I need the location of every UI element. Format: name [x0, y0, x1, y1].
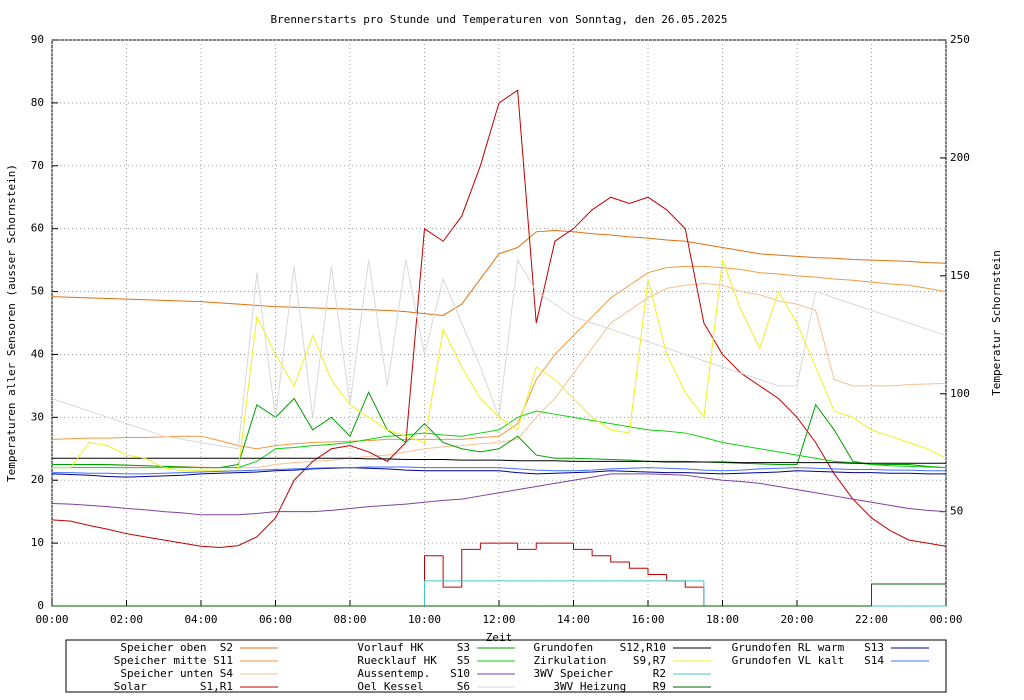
legend-label: Solar S1,R1 [114, 680, 233, 693]
y2-tick-label: 150 [950, 269, 970, 282]
series-line [51, 467, 946, 478]
series-line [52, 457, 946, 464]
series-line [52, 466, 946, 475]
series-line [51, 473, 947, 516]
y2-tick-label: 250 [950, 33, 970, 46]
x-tick-label: 10:00 [408, 613, 441, 626]
x-axis-label: Zeit [486, 631, 513, 644]
series-line [52, 259, 947, 472]
legend-label: Vorlauf HK S3 [357, 641, 470, 654]
y-tick-label: 20 [31, 473, 44, 486]
y-tick-label: 50 [31, 285, 44, 298]
series-line [52, 410, 947, 469]
y-axis-label: Temperaturen aller Sensoren (ausser Scho… [5, 164, 18, 482]
legend-label: Grundofen S12,R10 [534, 641, 666, 654]
y-tick-label: 10 [31, 536, 44, 549]
legend-label: Zirkulation S9,R7 [534, 654, 666, 667]
legend-label: Ruecklauf HK S5 [357, 654, 470, 667]
y-tick-label: 0 [37, 599, 44, 612]
y-tick-label: 90 [31, 33, 44, 46]
y-tick-label: 80 [31, 96, 44, 109]
step-segment [517, 543, 537, 550]
y2-axis-label: Temperatur Schornstein [990, 250, 1003, 396]
step-segment [424, 580, 444, 606]
x-tick-label: 16:00 [631, 613, 664, 626]
x-tick-label: 18:00 [706, 613, 739, 626]
step-segment [479, 542, 499, 550]
y-tick-label: 60 [31, 222, 44, 235]
x-tick-label: 14:00 [557, 613, 590, 626]
series-line [51, 230, 947, 316]
step-segment [573, 543, 593, 550]
step-segment [871, 583, 891, 606]
step-segment [684, 580, 704, 588]
y-tick-label: 70 [31, 159, 44, 172]
x-tick-label: 04:00 [184, 613, 217, 626]
legend-label: Speicher oben S2 [120, 641, 233, 654]
series-line [51, 265, 947, 450]
y2-tick-label: 100 [950, 387, 970, 400]
chart-title: Brennerstarts pro Stunde und Temperature… [271, 13, 728, 26]
x-tick-label: 08:00 [333, 613, 366, 626]
x-tick-label: 02:00 [110, 613, 143, 626]
y2-tick-label: 200 [950, 151, 970, 164]
step-segment [628, 561, 648, 569]
series-line [52, 282, 947, 469]
legend-label: Oel Kessel S6 [357, 680, 470, 693]
step-segment [461, 548, 481, 588]
series-line [51, 89, 947, 549]
y-tick-label: 30 [31, 410, 44, 423]
legend-label: Grundofen VL kalt S14 [732, 654, 885, 667]
legend-label: Speicher unten S4 [120, 667, 233, 680]
x-tick-label: 00:00 [929, 613, 962, 626]
legend-label: Aussentemp. S10 [357, 667, 470, 680]
step-segment [610, 555, 630, 563]
x-tick-label: 06:00 [259, 613, 292, 626]
legend-label: 3WV Heizung R9 [553, 680, 666, 693]
x-tick-label: 12:00 [482, 613, 515, 626]
y2-tick-label: 50 [950, 505, 963, 518]
x-tick-label: 20:00 [780, 613, 813, 626]
x-tick-label: 00:00 [35, 613, 68, 626]
legend-frame [65, 639, 947, 693]
step-segment [442, 555, 462, 588]
y-tick-label: 40 [31, 347, 44, 360]
legend-label: 3WV Speicher R2 [534, 667, 666, 680]
x-tick-label: 22:00 [855, 613, 888, 626]
legend-label: Speicher mitte S11 [114, 654, 233, 667]
step-segment [647, 568, 667, 576]
legend-label: Grundofen RL warm S13 [732, 641, 884, 654]
step-segment [591, 549, 611, 557]
step-segment [535, 542, 555, 550]
